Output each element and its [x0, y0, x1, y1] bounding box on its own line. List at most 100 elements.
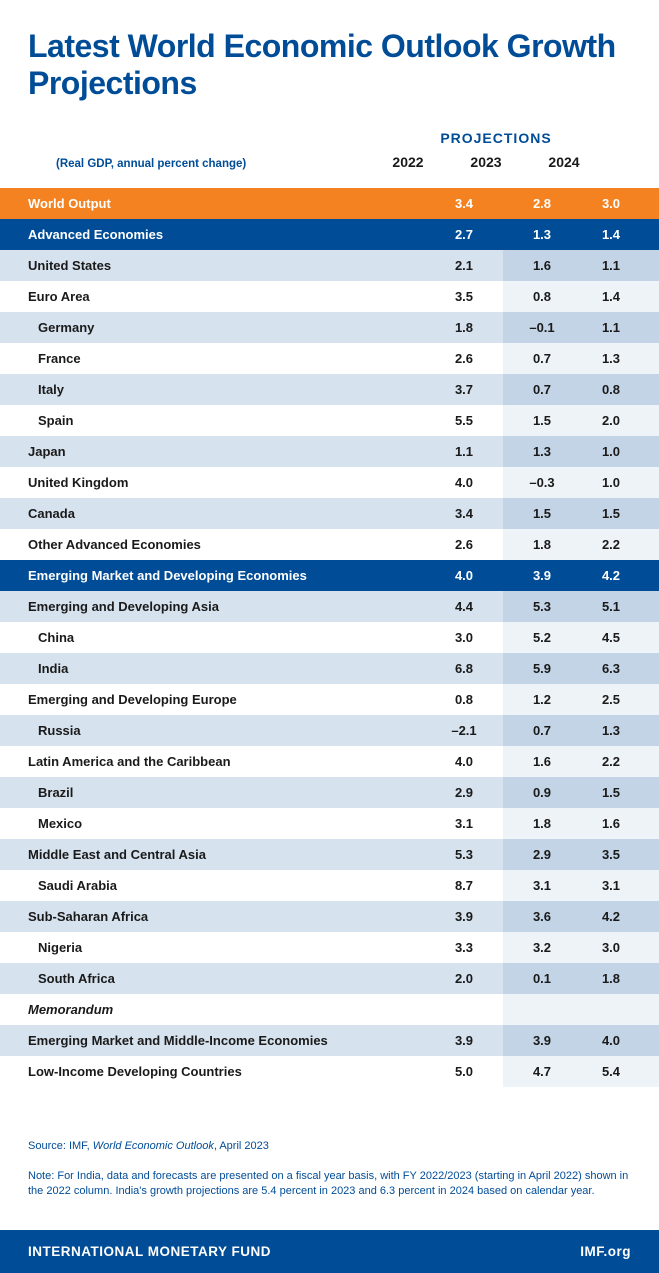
row-value: 2.9: [503, 839, 581, 870]
row-value: 0.7: [503, 374, 581, 405]
row-label: Memorandum: [0, 994, 425, 1025]
row-value: 1.6: [503, 746, 581, 777]
row-value: 5.3: [503, 591, 581, 622]
row-label: Brazil: [0, 777, 425, 808]
row-value: 2.0: [581, 405, 659, 436]
row-value: 2.8: [503, 188, 581, 219]
row-value: 1.5: [503, 498, 581, 529]
row-value: 1.5: [581, 777, 659, 808]
row-label: Italy: [0, 374, 425, 405]
row-value: 1.8: [581, 963, 659, 994]
row-value: 5.2: [503, 622, 581, 653]
col-2024: 2024: [525, 154, 603, 170]
row-value: 2.9: [425, 777, 503, 808]
table-row: Emerging and Developing Europe0.81.22.5: [0, 684, 659, 715]
row-label: Canada: [0, 498, 425, 529]
row-value: 1.0: [581, 467, 659, 498]
row-value: 6.8: [425, 653, 503, 684]
row-value: 1.3: [503, 436, 581, 467]
table-row: Spain5.51.52.0: [0, 405, 659, 436]
row-value: 5.1: [581, 591, 659, 622]
row-value: 1.8: [425, 312, 503, 343]
table-row: Japan1.11.31.0: [0, 436, 659, 467]
row-value: –0.3: [503, 467, 581, 498]
row-value: 3.7: [425, 374, 503, 405]
row-value: 2.2: [581, 746, 659, 777]
row-value: –0.1: [503, 312, 581, 343]
row-label: Nigeria: [0, 932, 425, 963]
table-row: Advanced Economies2.71.31.4: [0, 219, 659, 250]
table-row: Emerging and Developing Asia4.45.35.1: [0, 591, 659, 622]
row-value: 3.4: [425, 188, 503, 219]
row-value: 3.5: [581, 839, 659, 870]
row-value: 2.1: [425, 250, 503, 281]
table-row: Latin America and the Caribbean4.01.62.2: [0, 746, 659, 777]
row-label: Emerging and Developing Asia: [0, 591, 425, 622]
table-row: India6.85.96.3: [0, 653, 659, 684]
table-row: Russia–2.10.71.3: [0, 715, 659, 746]
table-row: Canada3.41.51.5: [0, 498, 659, 529]
page-title: Latest World Economic Outlook Growth Pro…: [28, 28, 631, 102]
row-value: 1.5: [503, 405, 581, 436]
row-value: 2.7: [425, 219, 503, 250]
source-line: Source: IMF, World Economic Outlook, Apr…: [28, 1139, 631, 1155]
footer-site: IMF.org: [580, 1244, 631, 1259]
table-row: Saudi Arabia8.73.13.1: [0, 870, 659, 901]
row-value: 0.8: [581, 374, 659, 405]
row-value: [425, 994, 503, 1025]
table-row: Brazil2.90.91.5: [0, 777, 659, 808]
row-value: 8.7: [425, 870, 503, 901]
row-value: 1.3: [581, 343, 659, 374]
row-label: Other Advanced Economies: [0, 529, 425, 560]
row-value: 1.1: [581, 250, 659, 281]
row-value: 0.7: [503, 715, 581, 746]
header-region: Latest World Economic Outlook Growth Pro…: [0, 0, 659, 188]
row-value: 1.8: [503, 529, 581, 560]
row-label: United Kingdom: [0, 467, 425, 498]
row-value: 5.4: [581, 1056, 659, 1087]
row-value: 4.0: [581, 1025, 659, 1056]
row-label: Emerging Market and Developing Economies: [0, 560, 425, 591]
row-value: [503, 994, 581, 1025]
table-row: United States2.11.61.1: [0, 250, 659, 281]
subtitle: (Real GDP, annual percent change): [56, 158, 369, 170]
row-label: Spain: [0, 405, 425, 436]
row-value: 1.4: [581, 281, 659, 312]
row-value: –2.1: [425, 715, 503, 746]
table-row: China3.05.24.5: [0, 622, 659, 653]
row-value: 3.0: [581, 188, 659, 219]
row-value: 0.9: [503, 777, 581, 808]
row-value: 3.0: [425, 622, 503, 653]
row-label: Emerging Market and Middle-Income Econom…: [0, 1025, 425, 1056]
row-label: Middle East and Central Asia: [0, 839, 425, 870]
table-row: World Output3.42.83.0: [0, 188, 659, 219]
row-value: 2.5: [581, 684, 659, 715]
table-row: Sub-Saharan Africa3.93.64.2: [0, 901, 659, 932]
row-value: 3.6: [503, 901, 581, 932]
row-value: 5.0: [425, 1056, 503, 1087]
row-label: Germany: [0, 312, 425, 343]
row-label: World Output: [0, 188, 425, 219]
row-value: 4.4: [425, 591, 503, 622]
row-value: 0.1: [503, 963, 581, 994]
row-value: 3.9: [503, 560, 581, 591]
row-value: 1.5: [581, 498, 659, 529]
row-value: 0.8: [425, 684, 503, 715]
column-header-row: (Real GDP, annual percent change) 2022 2…: [28, 154, 631, 176]
row-value: 3.4: [425, 498, 503, 529]
row-value: 1.6: [503, 250, 581, 281]
table-row: Memorandum: [0, 994, 659, 1025]
row-value: 1.3: [503, 219, 581, 250]
row-label: Russia: [0, 715, 425, 746]
row-label: South Africa: [0, 963, 425, 994]
row-label: Japan: [0, 436, 425, 467]
row-value: 1.2: [503, 684, 581, 715]
row-value: 1.8: [503, 808, 581, 839]
row-value: 4.7: [503, 1056, 581, 1087]
row-value: 4.2: [581, 560, 659, 591]
row-value: 2.0: [425, 963, 503, 994]
row-label: Low-Income Developing Countries: [0, 1056, 425, 1087]
row-value: 1.1: [425, 436, 503, 467]
row-value: 1.6: [581, 808, 659, 839]
row-label: Latin America and the Caribbean: [0, 746, 425, 777]
